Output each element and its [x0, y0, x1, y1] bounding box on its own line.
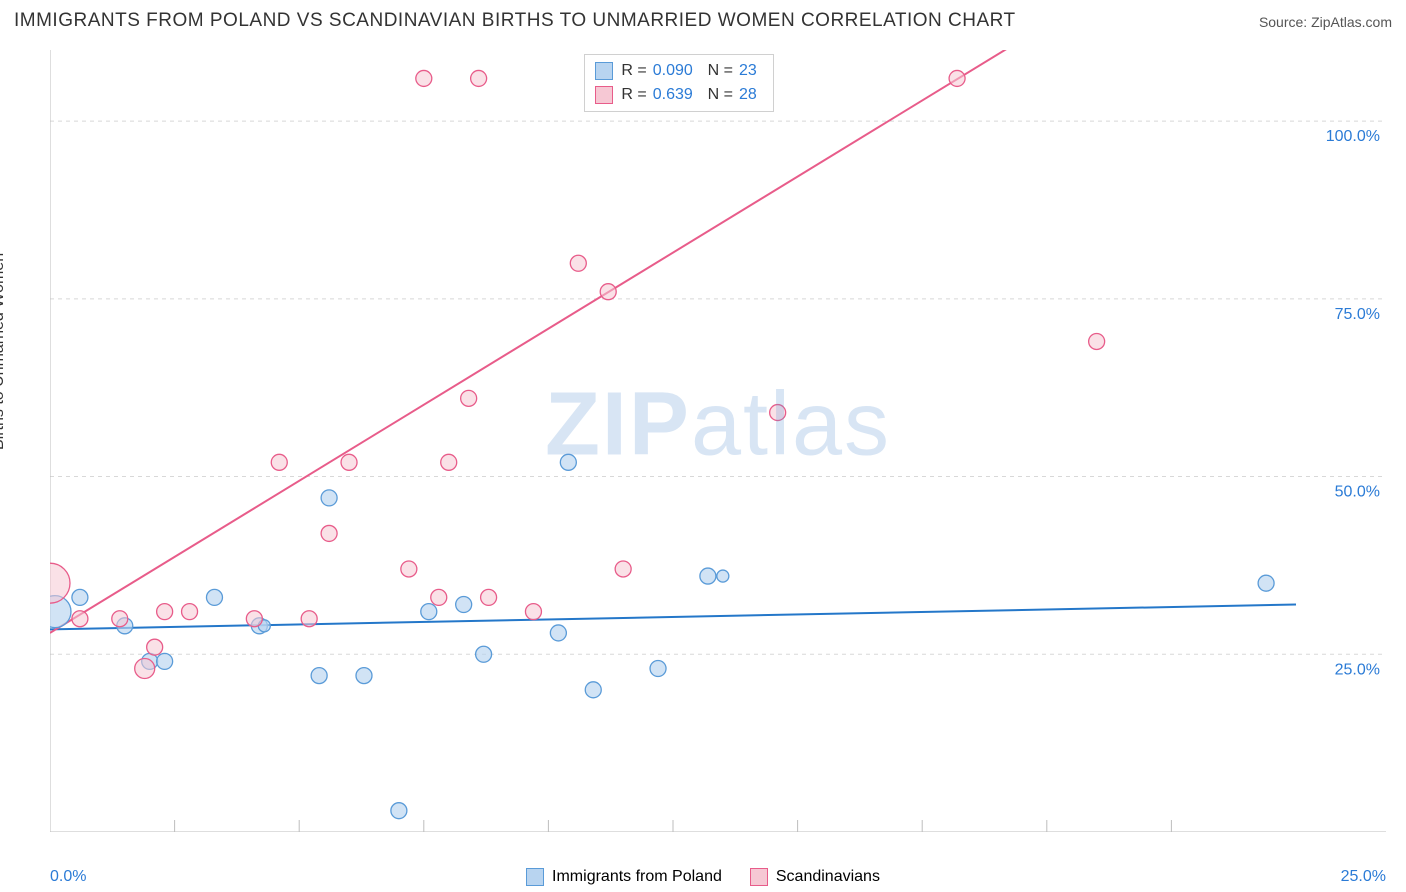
scandinavian-trendline: [50, 50, 1296, 633]
data-point: [206, 589, 222, 605]
chart-title: IMMIGRANTS FROM POLAND VS SCANDINAVIAN B…: [14, 10, 1016, 32]
data-point: [72, 589, 88, 605]
data-point: [157, 604, 173, 620]
data-point: [481, 589, 497, 605]
data-point: [1258, 575, 1274, 591]
data-point: [50, 563, 70, 603]
data-point: [600, 284, 616, 300]
source-attribution: Source: ZipAtlas.com: [1259, 14, 1392, 30]
poland-trendline: [50, 605, 1296, 630]
data-point: [301, 611, 317, 627]
data-point: [271, 454, 287, 470]
data-point: [157, 653, 173, 669]
data-point: [321, 525, 337, 541]
legend-swatch: [595, 86, 613, 104]
data-point: [949, 70, 965, 86]
data-point: [401, 561, 417, 577]
data-point: [431, 589, 447, 605]
correlation-legend: R = 0.090 N = 23R = 0.639 N = 28: [584, 54, 773, 112]
data-point: [770, 405, 786, 421]
data-point: [416, 70, 432, 86]
data-point: [135, 658, 155, 678]
legend-label: Scandinavians: [776, 868, 880, 886]
legend-row: R = 0.090 N = 23: [595, 59, 762, 83]
data-point: [391, 803, 407, 819]
legend-item: Immigrants from Poland: [526, 868, 722, 886]
legend-label: Immigrants from Poland: [552, 868, 722, 886]
data-point: [356, 668, 372, 684]
data-point: [112, 611, 128, 627]
series-legend: Immigrants from Poland Scandinavians: [0, 868, 1406, 886]
data-point: [441, 454, 457, 470]
data-point: [341, 454, 357, 470]
y-tick-label: 25.0%: [1335, 661, 1380, 678]
data-point: [585, 682, 601, 698]
data-point: [456, 597, 472, 613]
data-point: [72, 611, 88, 627]
data-point: [717, 570, 729, 582]
data-point: [525, 604, 541, 620]
y-tick-label: 75.0%: [1335, 306, 1380, 323]
data-point: [570, 255, 586, 271]
y-tick-label: 100.0%: [1326, 128, 1380, 145]
data-point: [476, 646, 492, 662]
data-point: [311, 668, 327, 684]
legend-swatch: [750, 868, 768, 886]
legend-item: Scandinavians: [750, 868, 880, 886]
data-point: [471, 70, 487, 86]
legend-swatch: [526, 868, 544, 886]
data-point: [615, 561, 631, 577]
data-point: [1089, 333, 1105, 349]
data-point: [560, 454, 576, 470]
data-point: [246, 611, 262, 627]
y-tick-label: 50.0%: [1335, 484, 1380, 501]
plot-area: 25.0%50.0%75.0%100.0% ZIPatlas R = 0.090…: [50, 50, 1386, 832]
data-point: [700, 568, 716, 584]
data-point: [182, 604, 198, 620]
legend-swatch: [595, 62, 613, 80]
data-point: [550, 625, 566, 641]
data-point: [650, 660, 666, 676]
data-point: [421, 604, 437, 620]
legend-row: R = 0.639 N = 28: [595, 83, 762, 107]
data-point: [321, 490, 337, 506]
data-point: [147, 639, 163, 655]
y-axis-label: Births to Unmarried Women: [0, 253, 8, 450]
scatter-chart: 25.0% 50.0% 75.0% 100.0%: [50, 50, 1386, 832]
data-point: [461, 390, 477, 406]
